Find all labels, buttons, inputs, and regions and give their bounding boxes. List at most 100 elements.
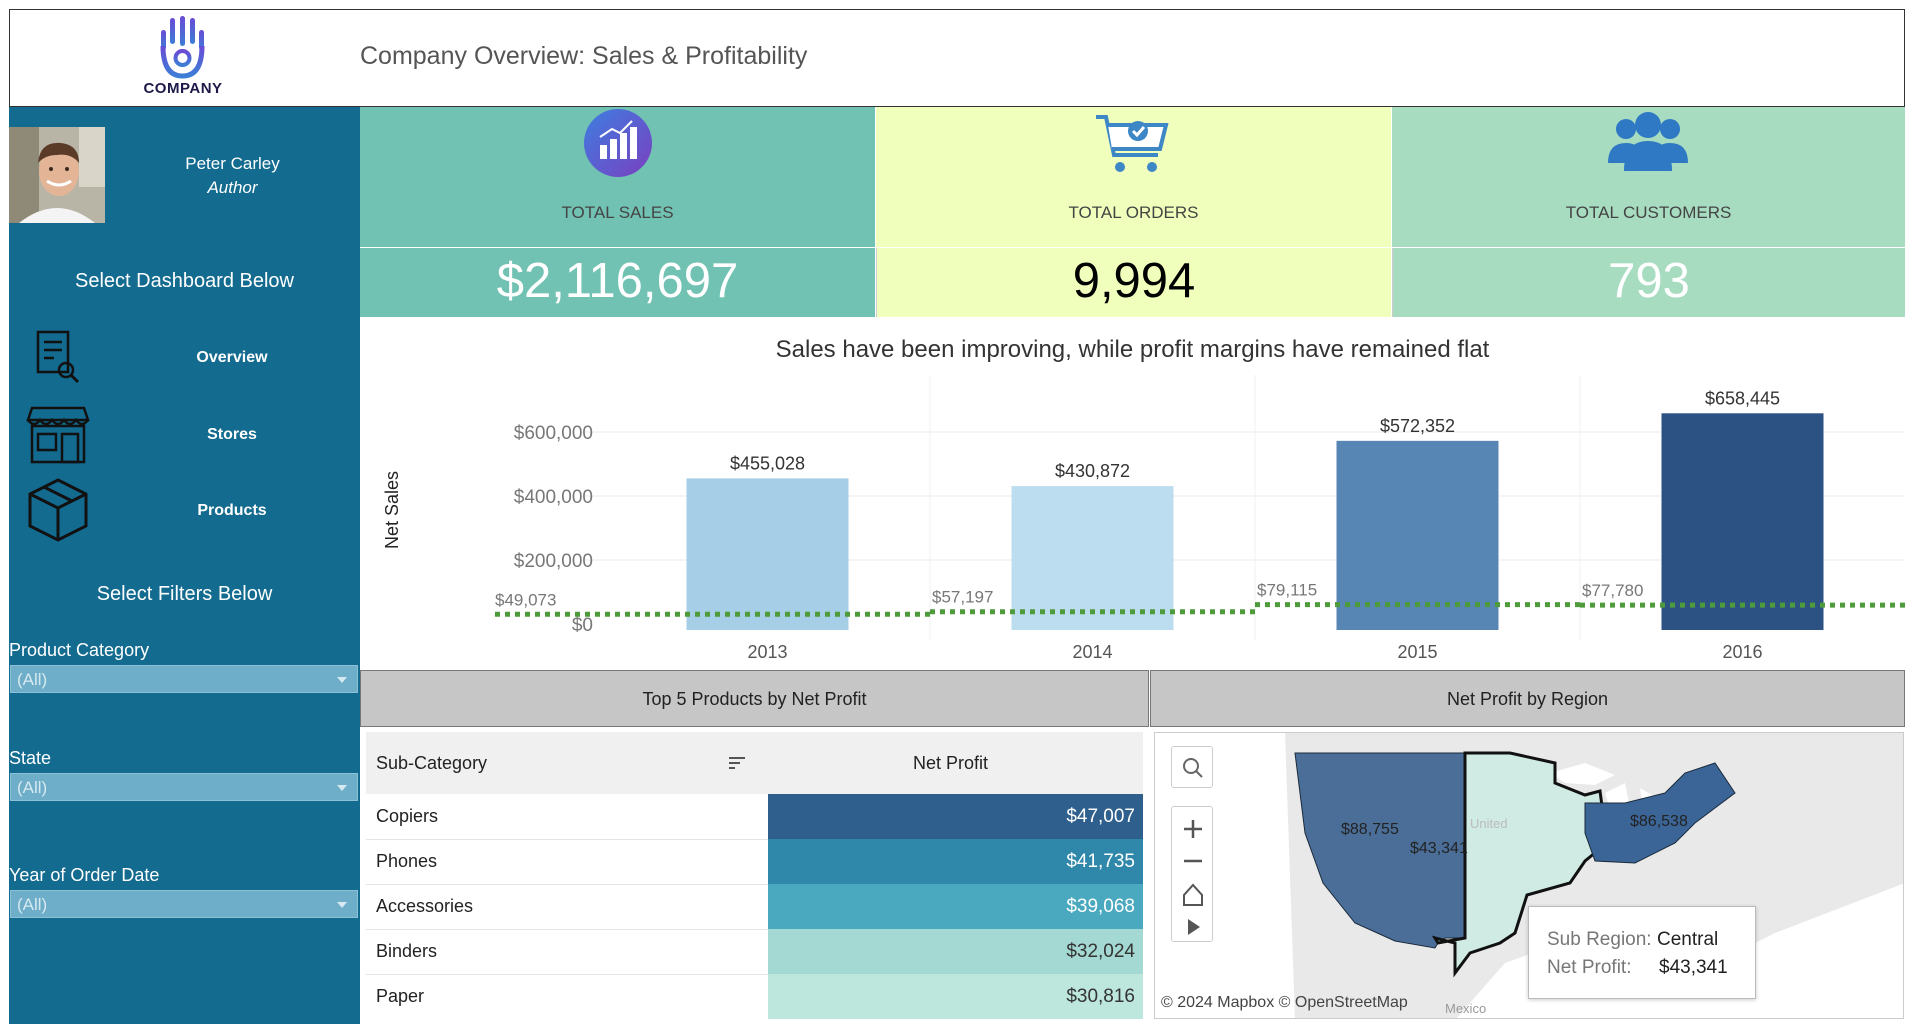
bar-2016	[1661, 413, 1824, 630]
sort-descending-icon[interactable]	[728, 755, 746, 771]
box-icon[interactable]	[22, 474, 94, 546]
chart-title: Sales have been improving, while profit …	[775, 336, 1490, 363]
kpi-tile-total-customers: TOTAL CUSTOMERS	[1392, 107, 1905, 247]
row-profit-cell: $47,007	[768, 794, 1143, 839]
zoom-in-icon[interactable]	[1184, 820, 1202, 838]
table-row[interactable]: Paper $30,816	[366, 974, 1143, 1019]
nav-stores[interactable]: Stores	[207, 426, 257, 443]
row-divider	[366, 839, 768, 840]
bar-label: $455,028	[730, 453, 805, 473]
home-icon[interactable]	[1183, 883, 1203, 906]
state-dropdown[interactable]: (All)	[10, 773, 358, 801]
kpi-tile-total-orders: TOTAL ORDERS	[876, 107, 1391, 247]
author-avatar	[9, 127, 105, 223]
row-profit-value: $30,816	[1066, 986, 1135, 1007]
table-row[interactable]: Phones $41,735	[366, 839, 1143, 884]
kpi-value-box-total-sales: $2,116,697	[360, 248, 875, 317]
bar-2013	[686, 478, 849, 630]
table-header: Sub-Category Net Profit	[366, 732, 1143, 794]
map-tooltip: Sub Region: Central Net Profit: $43,341	[1528, 906, 1756, 999]
play-icon[interactable]	[1188, 919, 1200, 935]
row-divider	[366, 929, 768, 930]
profit-label: $49,073	[495, 590, 556, 609]
map-search-button[interactable]	[1171, 746, 1213, 788]
col-header-net-profit[interactable]: Net Profit	[913, 753, 989, 773]
row-profit-cell: $30,816	[768, 974, 1143, 1019]
x-tick-label: 2014	[1072, 642, 1112, 662]
nav-products[interactable]: Products	[197, 502, 267, 519]
chevron-down-icon	[337, 785, 347, 791]
sales-chart-icon	[584, 109, 652, 177]
author-name: Peter Carley	[185, 154, 280, 173]
region-map-header: Net Profit by Region	[1150, 670, 1905, 727]
y-tick-label: $600,000	[514, 423, 593, 444]
map-label-west: $88,755	[1341, 821, 1399, 838]
tooltip-sub-region-label: Sub Region:	[1547, 929, 1652, 950]
dropdown-value: (All)	[17, 670, 48, 689]
map-attribution: © 2024 Mapbox © OpenStreetMap	[1161, 994, 1408, 1011]
row-divider	[366, 884, 768, 885]
page-title: Company Overview: Sales & Profitability	[360, 42, 808, 70]
top-products-header: Top 5 Products by Net Profit	[360, 670, 1149, 727]
customers-icon	[1608, 112, 1688, 171]
tooltip-profit-value: $43,341	[1659, 957, 1728, 978]
kpi-label-total-customers: TOTAL CUSTOMERS	[1565, 203, 1732, 222]
row-profit-value: $41,735	[1066, 851, 1135, 872]
y-tick-label: $0	[572, 615, 593, 636]
product-category-dropdown[interactable]: (All)	[10, 665, 358, 693]
kpi-value-total-orders: 9,994	[1072, 254, 1196, 308]
row-profit-value: $47,007	[1066, 806, 1135, 827]
kpi-tile-total-sales: TOTAL SALES	[360, 107, 875, 247]
map-label-east: $86,538	[1630, 813, 1688, 830]
table-row[interactable]: Copiers $47,007	[366, 794, 1143, 839]
filter-label-year: Year of Order Date	[9, 865, 160, 885]
profit-label: $57,197	[932, 588, 993, 607]
row-profit-value: $32,024	[1066, 941, 1135, 962]
chevron-down-icon	[337, 902, 347, 908]
row-subcategory: Phones	[376, 851, 438, 871]
row-subcategory: Paper	[376, 986, 425, 1006]
region-east	[1584, 762, 1736, 864]
author-role: Author	[207, 178, 258, 197]
kpi-value-total-sales: $2,116,697	[496, 254, 739, 308]
kpi-value-box-total-customers: 793	[1392, 248, 1905, 317]
storefront-icon[interactable]	[22, 398, 94, 470]
bar-label: $430,872	[1055, 461, 1130, 481]
map-label-mexico: Mexico	[1445, 1001, 1486, 1016]
row-subcategory: Accessories	[376, 896, 474, 916]
header-bar	[9, 9, 1905, 107]
kpi-label-total-sales: TOTAL SALES	[561, 203, 674, 222]
select-filters-heading: Select Filters Below	[96, 583, 273, 605]
sidebar	[9, 107, 360, 1024]
profit-label: $79,115	[1257, 581, 1317, 600]
kpi-value-box-total-orders: 9,994	[876, 248, 1391, 317]
kpi-label-total-orders: TOTAL ORDERS	[1068, 203, 1199, 222]
map-zoom-controls	[1171, 806, 1213, 942]
filter-label-state: State	[9, 748, 52, 768]
row-subcategory: Copiers	[376, 806, 439, 826]
search-icon	[1183, 758, 1203, 778]
nav-overview[interactable]: Overview	[196, 349, 268, 366]
row-divider	[366, 974, 768, 975]
x-tick-label: 2015	[1397, 642, 1437, 662]
dropdown-value: (All)	[17, 778, 48, 797]
year-dropdown[interactable]: (All)	[10, 890, 358, 918]
company-logo	[160, 16, 205, 79]
col-header-subcategory[interactable]: Sub-Category	[376, 753, 488, 773]
bar-2014	[1011, 486, 1174, 630]
y-tick-label: $400,000	[514, 487, 593, 508]
document-search-icon[interactable]	[22, 320, 94, 392]
table-row[interactable]: Accessories $39,068	[366, 884, 1143, 929]
kpi-value-total-customers: 793	[1608, 254, 1690, 308]
dropdown-value: (All)	[17, 895, 48, 914]
bar-label: $572,352	[1380, 416, 1455, 436]
table-row[interactable]: Binders $32,024	[366, 929, 1143, 974]
logo-text: COMPANY	[143, 80, 223, 97]
map-label-central: $43,341	[1410, 840, 1468, 857]
row-subcategory: Binders	[376, 941, 438, 961]
y-axis-label: Net Sales	[382, 471, 402, 549]
select-dashboard-heading: Select Dashboard Below	[74, 270, 294, 292]
row-profit-cell: $32,024	[768, 929, 1143, 974]
bar-2015	[1336, 440, 1499, 630]
row-profit-cell: $39,068	[768, 884, 1143, 929]
